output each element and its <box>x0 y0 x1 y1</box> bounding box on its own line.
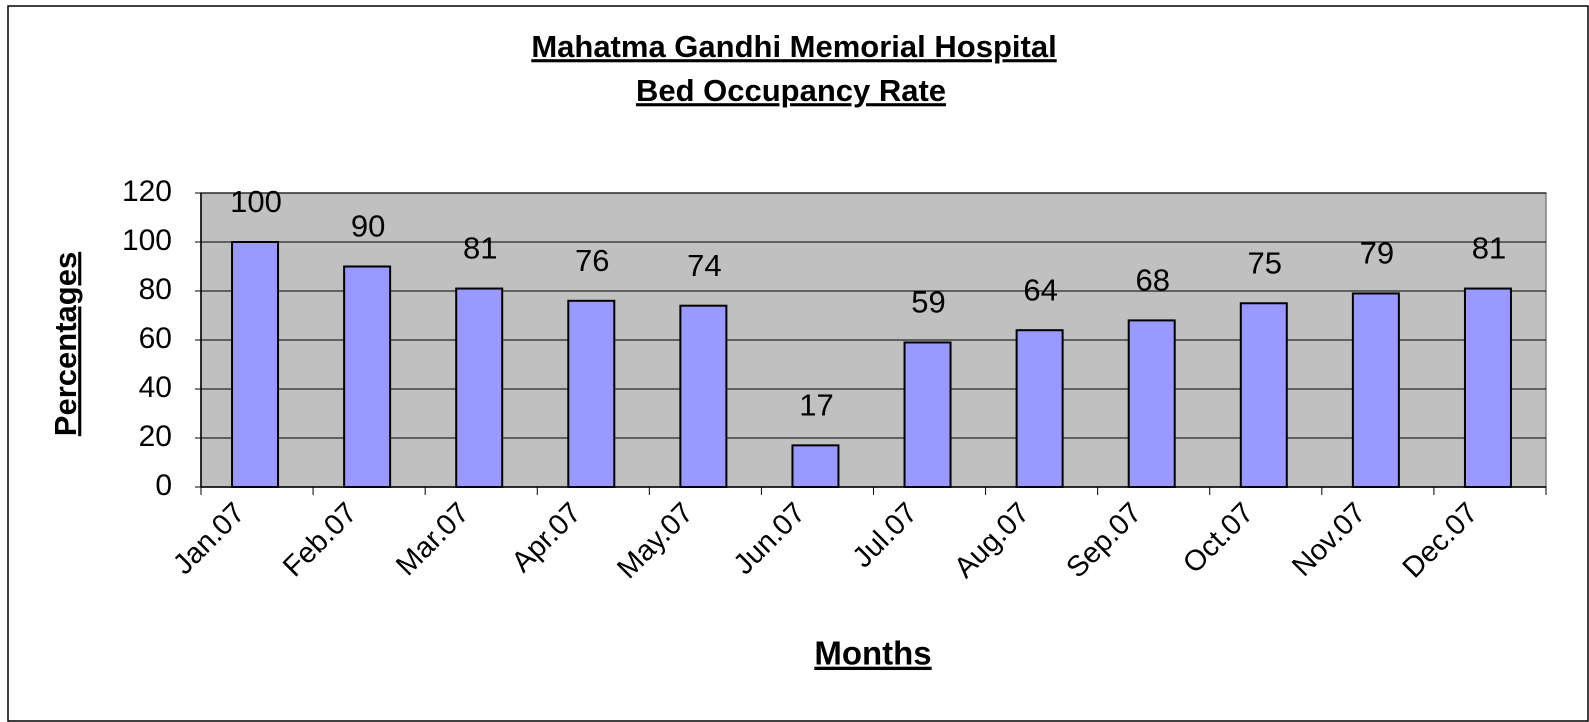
bar <box>1127 319 1176 488</box>
y-tick-label: 60 <box>139 322 172 355</box>
data-label: 17 <box>799 388 833 423</box>
bar <box>903 341 952 489</box>
data-label: 90 <box>351 209 385 244</box>
x-axis-label: Months <box>814 635 931 672</box>
chart-title: Mahatma Gandhi Memorial Hospital <box>531 29 1056 64</box>
data-label: 75 <box>1248 245 1282 280</box>
data-label: 59 <box>911 285 945 320</box>
data-label: 76 <box>575 243 609 278</box>
bar <box>791 444 840 489</box>
y-tick-label: 100 <box>122 224 172 257</box>
bar <box>1463 287 1512 488</box>
bar <box>1239 302 1288 488</box>
bar <box>1015 329 1064 489</box>
y-tick-label: 80 <box>139 273 172 306</box>
bar <box>343 265 392 488</box>
bar <box>567 299 616 488</box>
chart-subtitle: Bed Occupancy Rate <box>636 73 946 108</box>
data-label: 74 <box>687 248 721 283</box>
data-label: 81 <box>463 231 497 266</box>
y-tick-label: 40 <box>139 371 172 404</box>
data-label: 81 <box>1472 231 1506 266</box>
bar <box>679 304 728 489</box>
bar <box>231 241 280 488</box>
bar <box>1351 292 1400 489</box>
data-label: 68 <box>1135 263 1169 298</box>
bar <box>455 287 504 488</box>
y-axis-label: Percentages <box>48 252 83 436</box>
y-tick-label: 20 <box>139 420 172 453</box>
data-label: 100 <box>230 184 282 219</box>
y-tick-label: 0 <box>155 469 172 502</box>
data-label: 79 <box>1360 236 1394 271</box>
data-label: 64 <box>1023 272 1057 307</box>
y-tick-label: 120 <box>122 175 172 208</box>
